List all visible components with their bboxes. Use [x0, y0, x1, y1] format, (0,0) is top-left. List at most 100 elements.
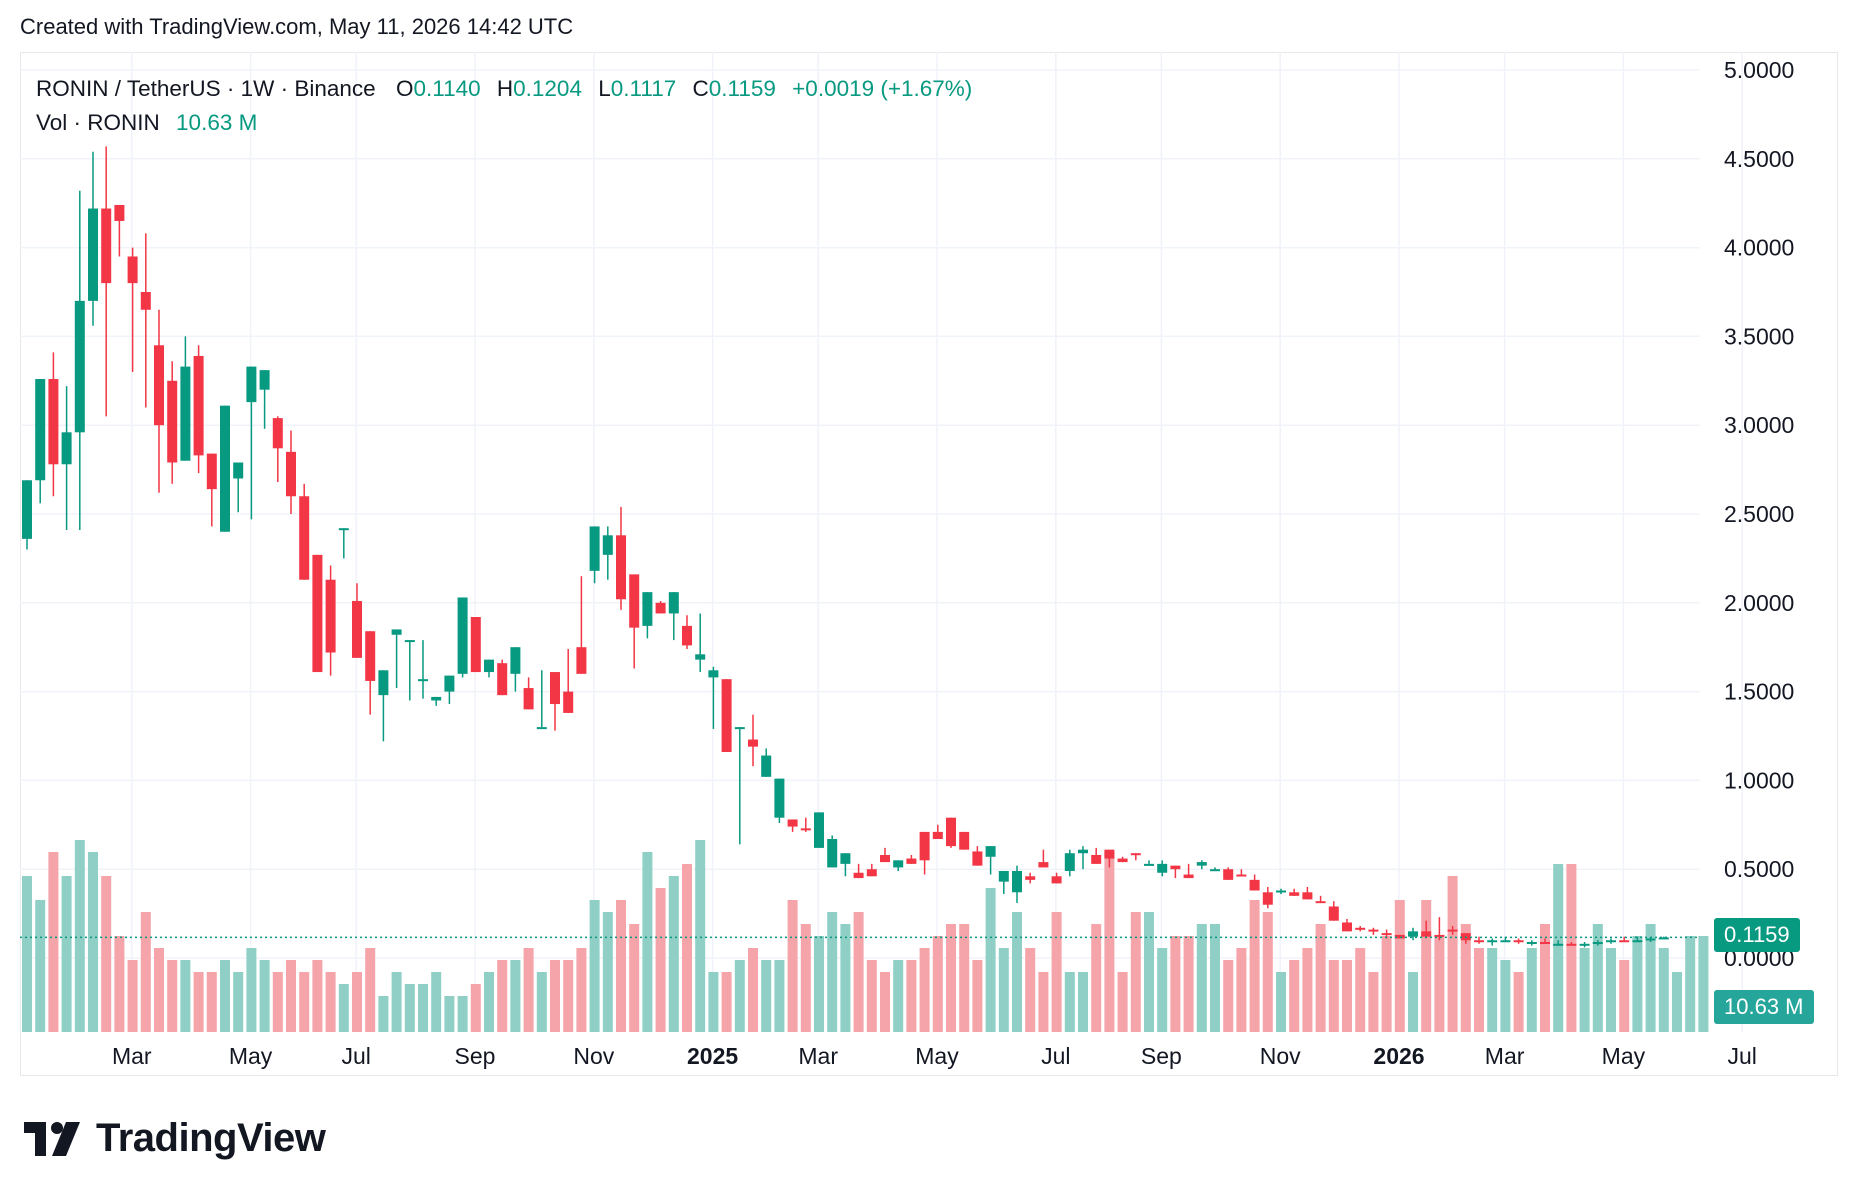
candle-body	[365, 631, 376, 681]
volume-bar	[325, 972, 336, 1032]
volume-bar	[193, 972, 204, 1032]
volume-bar	[998, 948, 1009, 1032]
candle-body	[193, 355, 204, 456]
volume-bar	[642, 852, 653, 1032]
volume-bar	[787, 900, 798, 1032]
volume-bar	[589, 900, 600, 1032]
candle-body	[893, 860, 904, 868]
candle-body	[682, 625, 692, 646]
candle-body	[932, 831, 943, 840]
y-tick-label: 1.5000	[1724, 679, 1794, 705]
volume-bar	[1249, 900, 1260, 1032]
volume-bar	[972, 960, 983, 1032]
candle-body	[1592, 942, 1603, 945]
y-tick-label: 3.0000	[1724, 412, 1794, 438]
x-tick-label: 2026	[1373, 1043, 1424, 1069]
x-tick-label: 2025	[687, 1043, 738, 1069]
candle-body	[853, 872, 864, 879]
candle-body	[22, 480, 32, 539]
candle-body	[154, 345, 164, 426]
candle-body	[576, 647, 587, 674]
volume-bar	[1355, 948, 1366, 1032]
candle-body	[1038, 862, 1049, 868]
volume-bar	[497, 960, 508, 1032]
chart-legend: RONIN / TetherUS · 1W · Binance O0.1140 …	[36, 72, 972, 140]
volume-bar	[1170, 936, 1181, 1032]
volume-value: 10.63 M	[176, 110, 258, 135]
volume-bar	[827, 912, 838, 1032]
candle-body	[1513, 940, 1524, 943]
y-tick-label: 3.5000	[1724, 323, 1794, 349]
created-with-caption: Created with TradingView.com, May 11, 20…	[20, 14, 574, 39]
candle-body	[972, 851, 983, 866]
volume-label[interactable]: Vol · RONIN	[36, 110, 160, 135]
volume-bar	[1685, 936, 1696, 1032]
candle-body	[1223, 869, 1234, 880]
volume-bar	[602, 912, 613, 1032]
volume-bar	[418, 984, 428, 1032]
x-tick-label: Jul	[1041, 1043, 1070, 1069]
volume-bar	[919, 948, 930, 1032]
volume-bar	[1078, 972, 1088, 1032]
x-tick-label: Jul	[341, 1043, 370, 1069]
candle-body	[668, 592, 679, 614]
volume-bar	[338, 984, 349, 1032]
candle-body	[167, 380, 178, 463]
volume-bar	[510, 960, 521, 1032]
volume-bar	[220, 960, 230, 1032]
candle-body	[1408, 931, 1418, 937]
candle-body	[444, 675, 455, 692]
candle-body	[220, 405, 230, 532]
y-tick-label: 1.0000	[1724, 767, 1794, 793]
chart-panel[interactable]	[20, 52, 1838, 1076]
volume-bar	[114, 936, 125, 1032]
volume-bar	[1447, 876, 1458, 1032]
y-tick-label: 0.5000	[1724, 856, 1794, 882]
volume-bar	[1236, 948, 1247, 1032]
volume-bar	[1434, 936, 1445, 1032]
candle-body	[946, 817, 956, 847]
volume-bar	[1051, 912, 1062, 1032]
ohlc-line: RONIN / TetherUS · 1W · Binance O0.1140 …	[36, 72, 972, 106]
volume-bar	[457, 996, 468, 1032]
candle-body	[312, 554, 323, 673]
volume-bar	[721, 972, 732, 1032]
volume-bar	[1513, 972, 1524, 1032]
volume-bar	[22, 876, 32, 1032]
volume-bar	[1421, 900, 1432, 1032]
volume-bar	[629, 924, 640, 1032]
chart-canvas[interactable]: 0.00000.50001.00001.50002.00002.50003.00…	[0, 0, 1850, 1100]
candle-body	[286, 451, 296, 497]
x-tick-label: Mar	[112, 1043, 152, 1069]
volume-bar	[167, 960, 178, 1032]
candle-body	[1540, 942, 1550, 945]
candle-body	[61, 432, 72, 465]
volume-bar	[563, 960, 574, 1032]
candle-body	[1579, 943, 1590, 946]
tradingview-brand[interactable]: TradingView	[24, 1116, 326, 1161]
volume-bar	[1381, 936, 1392, 1032]
candle-body	[1645, 938, 1656, 941]
tradingview-logo-icon	[24, 1121, 80, 1156]
candle-body	[1249, 879, 1260, 891]
x-tick-label: Sep	[455, 1043, 496, 1069]
volume-bar	[1012, 912, 1022, 1032]
volume-bar	[774, 960, 785, 1032]
x-tick-label: Nov	[573, 1043, 614, 1069]
candle-body	[1315, 901, 1326, 904]
volume-bar	[35, 900, 46, 1032]
candle-body	[88, 208, 98, 301]
symbol-label[interactable]: RONIN / TetherUS · 1W · Binance	[36, 76, 376, 101]
candle-body	[1619, 940, 1630, 943]
candle-body	[1183, 874, 1194, 879]
volume-bar	[206, 972, 217, 1032]
candle-body	[233, 462, 244, 479]
volume-bar	[946, 924, 956, 1032]
candle-body	[338, 528, 349, 531]
candle-body	[101, 208, 112, 284]
volume-bar	[299, 972, 310, 1032]
candle-body	[721, 679, 732, 752]
candle-body	[761, 755, 772, 777]
volume-bar	[1553, 864, 1564, 1032]
volume-bar	[1262, 912, 1273, 1032]
